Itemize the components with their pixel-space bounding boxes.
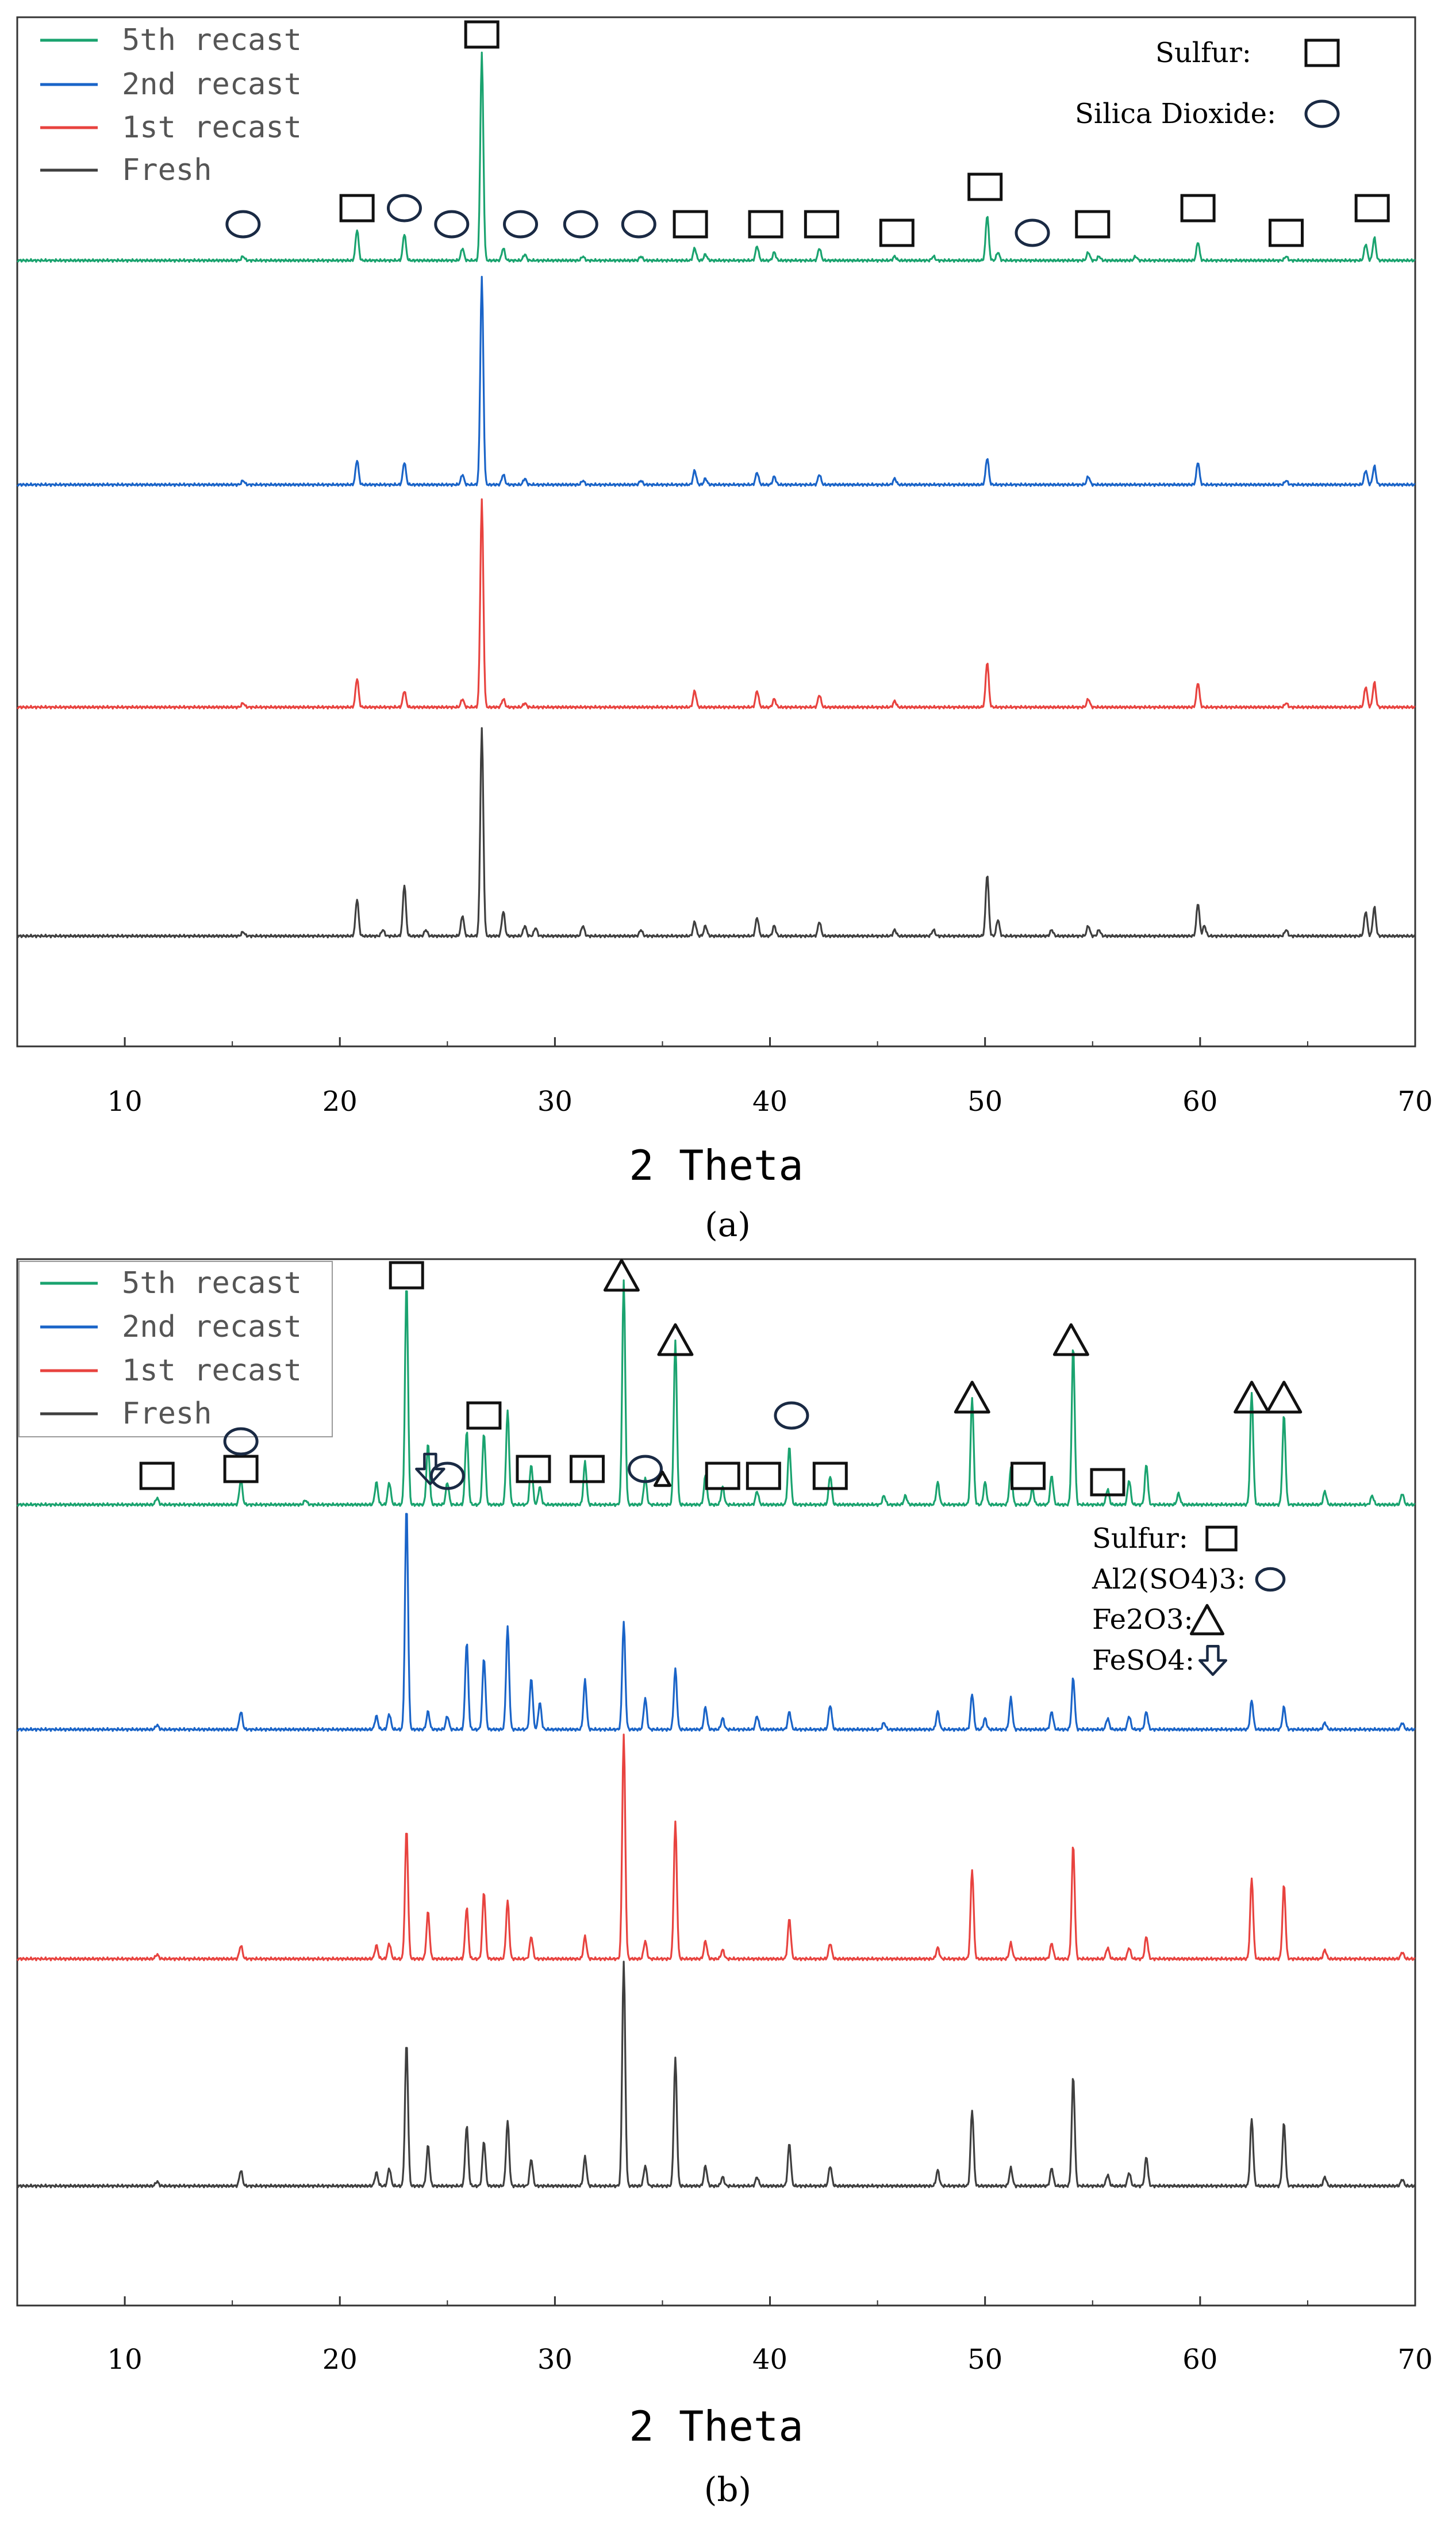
square-marker [339, 194, 375, 223]
triangle-marker [1234, 1380, 1270, 1414]
x-tick-label: 30 [537, 2343, 573, 2376]
series-line-2nd-recast [16, 275, 1416, 488]
x-tick-label: 50 [967, 1085, 1002, 1118]
square-marker [139, 1462, 175, 1490]
triangle-marker [954, 1380, 990, 1414]
x-tick-label: 50 [967, 2343, 1002, 2376]
phase-key-label: Sulfur: [1092, 1522, 1188, 1555]
legend-label: Fresh [122, 153, 212, 187]
triangle-marker [603, 1259, 640, 1292]
plot-frame [16, 1258, 1416, 2307]
square-marker [705, 1462, 740, 1490]
x-axis-label: 2 Theta [629, 1141, 803, 1190]
circle-marker [563, 210, 598, 239]
circle-marker [1015, 218, 1050, 247]
panel-b: 10 20 30 40 50 60 70 2 Theta 5th recast 2nd recas… [16, 1258, 1433, 2509]
circle-key-icon [1255, 1567, 1286, 1592]
series-line-fresh [16, 727, 1416, 939]
triangle-marker [657, 1323, 694, 1356]
circle-key-icon [1304, 99, 1340, 128]
square-marker [1180, 194, 1216, 223]
legend-label: 2nd recast [122, 67, 302, 102]
square-key-icon [1205, 1525, 1238, 1552]
legend-label: 5th recast [122, 1266, 302, 1301]
square-marker [879, 218, 915, 247]
x-tick-label: 60 [1182, 2343, 1217, 2376]
series-line-fresh [16, 1961, 1416, 2189]
circle-marker [386, 194, 422, 223]
x-tick-label: 40 [752, 1085, 787, 1118]
square-marker [223, 1455, 259, 1483]
circle-marker [628, 1455, 663, 1483]
legend-box [18, 1261, 333, 1437]
series-line-5th-recast [16, 51, 1416, 263]
phase-markers [139, 1259, 1303, 1497]
panel-caption: (a) [705, 1205, 751, 1244]
phase-key: Sulfur: Al2(SO4)3: Fe2O3: FeSO4: [1092, 1522, 1286, 1677]
square-marker [1354, 194, 1390, 223]
square-marker [1090, 1468, 1125, 1497]
square-marker [812, 1462, 848, 1490]
legend-label: 2nd recast [122, 1310, 302, 1344]
phase-key-label: Al2(SO4)3: [1092, 1563, 1246, 1595]
circle-marker [429, 1462, 465, 1490]
circle-marker [225, 210, 261, 239]
circle-marker [503, 210, 539, 239]
phase-key: Sulfur: Silica Dioxide: [1075, 37, 1340, 130]
series-line-5th-recast [16, 1279, 1416, 1508]
square-marker [389, 1261, 424, 1290]
square-marker [1269, 218, 1304, 247]
square-marker [1075, 210, 1111, 239]
square-marker [466, 1401, 502, 1430]
square-marker [804, 210, 839, 239]
triangle-marker [653, 1470, 672, 1487]
circle-marker [434, 210, 470, 239]
x-tick-label: 10 [107, 2343, 143, 2376]
square-marker [1011, 1462, 1046, 1490]
square-marker [516, 1455, 551, 1483]
x-tick-label: 70 [1397, 1085, 1432, 1118]
x-axis-label: 2 Theta [629, 2402, 803, 2450]
phase-key-label: Fe2O3: [1092, 1604, 1193, 1636]
x-tick-label: 10 [107, 1085, 143, 1118]
legend-label: Fresh [122, 1397, 212, 1431]
legend: 5th recast 2nd recast 1st recast Fresh [40, 23, 302, 187]
square-key-icon [1304, 39, 1340, 67]
arrow-marker [415, 1452, 445, 1486]
phase-key-label: Silica Dioxide: [1075, 98, 1276, 130]
x-tick-label: 20 [322, 1085, 358, 1118]
triangle-marker [1052, 1323, 1089, 1356]
square-marker [748, 210, 783, 239]
phase-key-label: Sulfur: [1155, 37, 1251, 69]
square-marker [570, 1455, 605, 1483]
square-marker [464, 20, 500, 49]
phase-markers [225, 20, 1390, 247]
series-line-1st-recast [16, 1733, 1416, 1962]
x-tick-label: 70 [1397, 2343, 1432, 2376]
legend: 5th recast 2nd recast 1st recast Fresh [18, 1261, 333, 1437]
panel-a: 10 20 30 40 50 60 70 2 Theta 5th recast 2nd recas… [16, 16, 1433, 1244]
square-marker [746, 1462, 781, 1490]
circle-marker [223, 1427, 259, 1456]
circle-marker [621, 210, 656, 239]
legend-label: 5th recast [122, 23, 302, 57]
x-tick-label: 20 [322, 2343, 358, 2376]
circle-marker [774, 1401, 809, 1430]
legend-label: 1st recast [122, 1353, 302, 1388]
triangle-key-icon [1189, 1604, 1225, 1636]
series-line-1st-recast [16, 498, 1416, 710]
legend-label: 1st recast [122, 110, 302, 145]
series-line-2nd-recast [16, 1513, 1416, 1732]
x-tick-label: 40 [752, 2343, 787, 2376]
panel-caption: (b) [704, 2470, 751, 2509]
square-marker [673, 210, 708, 239]
x-tick-label: 30 [537, 1085, 573, 1118]
square-marker [967, 172, 1003, 201]
phase-key-label: FeSO4: [1092, 1644, 1194, 1677]
arrow-key-icon [1198, 1645, 1228, 1676]
triangle-marker [1266, 1380, 1303, 1414]
x-tick-label: 60 [1182, 1085, 1217, 1118]
plot-frame [16, 16, 1416, 1048]
